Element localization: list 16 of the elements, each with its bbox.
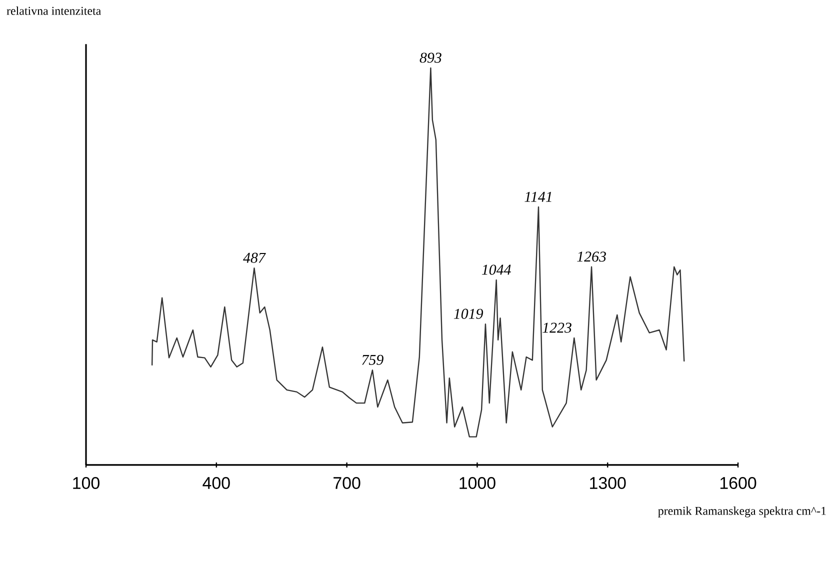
annotation: 1019 [454,308,484,319]
x-tick-label: 1300 [590,477,626,490]
annotation: 487 [243,252,266,263]
y-axis-title: relativna intenziteta [6,6,101,15]
x-tick-label: 1000 [460,477,496,490]
x-tick-label: 700 [334,477,360,490]
annotation: 1263 [577,252,606,262]
annotation: 759 [362,354,384,365]
x-tick-label: 1600 [720,477,756,490]
x-tick-label: 400 [202,477,230,490]
annotation: 1044 [482,264,511,275]
x-tick-label: 100 [73,477,100,490]
annotation: 1223 [542,322,572,333]
x-axis-title: premik Ramanskega spektra cm^-1 [658,506,826,518]
annotation: 1141 [524,192,552,202]
annotation: 893 [420,52,442,63]
